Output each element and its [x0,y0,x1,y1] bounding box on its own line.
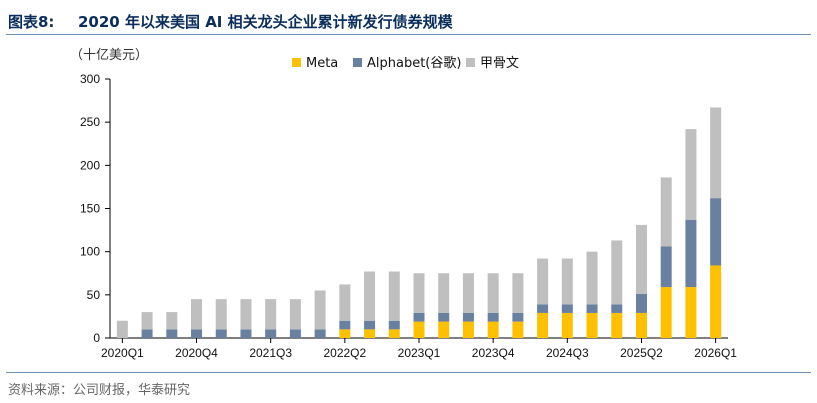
bar-oracle-2022Q4 [388,271,400,321]
bar-oracle-2022Q3 [364,271,376,321]
legend-label-alphabet: Alphabet(谷歌) [367,56,461,71]
source-note: 资料来源：公司财报，华泰研究 [8,383,191,398]
bar-oracle-2023Q1 [413,273,425,313]
bar-oracle-2021Q3 [265,299,277,330]
bar-alphabet-2024Q2 [537,304,549,313]
bar-oracle-2021Q1 [215,299,227,330]
bar-oracle-2020Q2 [141,312,153,330]
bar-meta-2023Q4 [487,321,499,338]
bar-meta-2024Q3 [561,312,573,338]
bar-oracle-2023Q4 [487,273,499,313]
bar-alphabet-2025Q1 [611,304,623,313]
x-tick-label: 2020Q4 [175,346,218,360]
top-divider [6,34,811,35]
bar-alphabet-2023Q1 [413,312,425,322]
bar-alphabet-2020Q4 [191,329,203,338]
bottom-divider [6,372,811,373]
legend-swatch-oracle [466,58,475,67]
bar-meta-2026Q1 [710,265,722,338]
legend-label-oracle: 甲骨文 [480,56,519,71]
bar-alphabet-2023Q3 [462,312,474,322]
bar-oracle-2020Q3 [166,312,178,330]
bar-alphabet-2024Q4 [586,304,598,313]
bar-meta-2023Q3 [462,321,474,338]
x-tick-label: 2022Q2 [323,346,366,360]
y-tick-label: 0 [93,331,100,345]
bar-oracle-2025Q2 [635,224,647,294]
bar-oracle-2024Q2 [537,258,549,305]
x-tick-label: 2024Q3 [546,346,589,360]
bar-alphabet-2026Q1 [710,198,722,266]
figure-title: 2020 年以来美国 AI 相关龙头企业累计新发行债券规模 [78,13,453,31]
bar-oracle-2021Q4 [289,299,301,330]
x-tick-label: 2023Q1 [398,346,441,360]
bar-oracle-2022Q1 [314,290,326,330]
bar-alphabet-2021Q3 [265,329,277,338]
bar-alphabet-2024Q3 [561,304,573,313]
y-tick-label: 50 [87,288,101,302]
bar-oracle-2024Q3 [561,258,573,305]
bar-meta-2023Q2 [438,321,450,338]
bar-oracle-2025Q1 [611,240,623,305]
bar-meta-2024Q4 [586,312,598,338]
y-tick-label: 150 [80,202,100,216]
bar-meta-2023Q1 [413,321,425,338]
bar-meta-2025Q4 [685,287,697,338]
bar-oracle-2021Q2 [240,299,252,330]
bar-alphabet-2020Q3 [166,329,178,338]
y-tick-label: 250 [80,115,100,129]
bar-oracle-2020Q4 [191,299,203,330]
bar-oracle-2023Q2 [438,273,450,313]
x-tick-label: 2021Q3 [249,346,292,360]
y-tick-label: 300 [80,72,100,86]
legend-label-meta: Meta [306,56,338,71]
bar-alphabet-2025Q4 [685,219,697,288]
bar-oracle-2025Q3 [660,177,672,247]
y-tick-label: 100 [80,245,100,259]
bar-oracle-2023Q3 [462,273,474,313]
bar-alphabet-2020Q2 [141,329,153,338]
figure-header: 图表8: 2020 年以来美国 AI 相关龙头企业累计新发行债券规模 [6,6,811,36]
bar-alphabet-2021Q1 [215,329,227,338]
bar-oracle-2024Q1 [512,273,524,313]
legend-swatch-meta [292,58,301,67]
x-tick-label: 2023Q4 [472,346,515,360]
bar-alphabet-2022Q1 [314,329,326,338]
bar-alphabet-2023Q4 [487,312,499,322]
bar-oracle-2020Q1 [116,320,128,338]
y-tick-label: 200 [80,158,100,172]
bar-alphabet-2023Q2 [438,312,450,322]
bar-meta-2025Q1 [611,312,623,338]
bar-alphabet-2022Q3 [364,320,376,330]
bar-oracle-2022Q2 [339,284,351,321]
bar-alphabet-2025Q2 [635,293,647,313]
bar-alphabet-2024Q1 [512,312,524,322]
bar-alphabet-2021Q4 [289,329,301,338]
x-tick-label: 2020Q1 [101,346,144,360]
bar-alphabet-2022Q2 [339,320,351,330]
legend-swatch-alphabet [353,58,362,67]
bar-oracle-2025Q4 [685,129,697,220]
x-tick-label: 2026Q1 [694,346,737,360]
x-tick-label: 2025Q2 [620,346,663,360]
bar-alphabet-2021Q2 [240,329,252,338]
bar-meta-2022Q2 [339,329,351,338]
bar-oracle-2024Q4 [586,251,598,305]
bar-oracle-2026Q1 [710,107,722,199]
figure-label: 图表8: [8,13,55,31]
bar-meta-2025Q3 [660,287,672,338]
bar-meta-2024Q1 [512,321,524,338]
y-axis-unit: （十亿美元） [70,48,149,63]
bar-alphabet-2025Q3 [660,246,672,288]
bar-meta-2022Q3 [364,329,376,338]
bar-alphabet-2022Q4 [388,320,400,330]
bar-meta-2025Q2 [635,312,647,338]
bar-meta-2024Q2 [537,312,549,338]
bar-meta-2022Q4 [388,329,400,338]
